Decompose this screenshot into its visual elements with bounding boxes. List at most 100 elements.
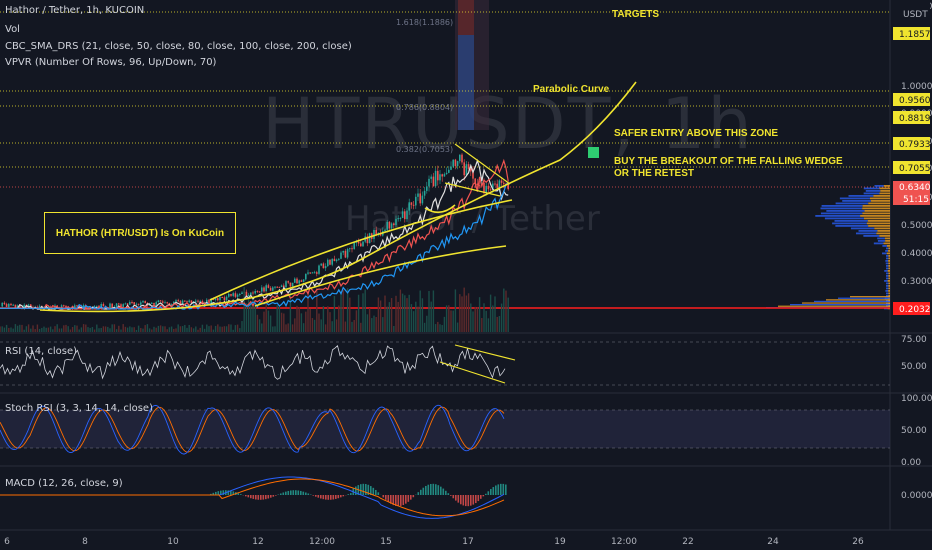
candle-body [265,285,267,292]
macd-histogram-bar [485,493,487,495]
macd-label: MACD (12, 26, close, 9) [5,478,123,489]
vpvr-bar-up [850,227,875,230]
macd-histogram-bar [362,483,365,495]
macd-histogram-bar [265,495,267,500]
macd-histogram-bar [500,483,502,495]
candle-body [250,292,252,295]
vpvr-bar-down [888,267,890,270]
volume-bar [203,328,206,332]
candle-body [232,293,234,296]
vpvr-bar-up [886,287,889,290]
candle-body [476,183,479,186]
candle-body [214,298,217,300]
fib-zone-blue [458,35,474,130]
volume-bar [404,295,406,332]
vpvr-bar-up [877,237,885,240]
vpvr-bar-down [869,197,890,200]
candle-body [74,305,76,309]
volume-bar [133,327,135,332]
volume-bar [201,324,204,332]
volume-bar [470,303,472,332]
macd-histogram-bar [267,495,270,499]
macd-histogram-bar [312,495,315,496]
cup-arc [424,204,456,214]
macd-histogram-bar [272,495,275,497]
volume-bar [481,318,483,332]
stoch-d-line [0,406,505,453]
volume-bar [192,328,195,332]
candle-body [320,263,322,266]
macd-histogram-bar [492,487,495,495]
vpvr-bar-base [850,296,890,298]
candle-body [144,301,146,304]
vpvr-bar-down [888,295,890,297]
volume-bar [258,319,261,332]
vpvr-bar-up [886,267,889,270]
volume-bar [331,321,333,332]
volume-bar [476,307,479,332]
time-axis-tick: 17 [462,537,473,547]
vpvr-bar-down [887,280,890,282]
candle-body [254,290,256,294]
time-axis-tick: 8 [82,537,88,547]
volume-bar [311,318,314,332]
volume-bar [487,318,490,332]
volume-bar [113,324,116,332]
macd-histogram-bar [477,495,480,502]
candle-body [151,302,153,304]
candle-body [221,297,223,299]
volume-bar [474,306,476,332]
volume-bar [320,319,322,332]
candle-body [294,278,296,283]
target-price-label: 1.1857 [899,30,931,40]
macd-histogram-bar [230,490,232,495]
volume-bar [137,325,140,332]
candle-body [65,305,67,309]
candle-body [102,304,105,307]
candle-body [434,170,437,187]
candle-body [483,182,485,194]
macd-histogram-bar [417,492,420,495]
volume-bar [52,329,54,332]
volume-bar [333,295,336,332]
volume-bar [195,326,197,332]
vpvr-bar-down [888,250,890,252]
fib-zone-red [458,0,474,35]
volume-bar [393,325,395,332]
volume-bar [505,290,507,332]
macd-histogram-bar [400,495,402,506]
volume-bar [395,295,397,332]
volume-bar [274,326,276,332]
candle-body [287,281,289,283]
candle-body [390,223,393,229]
vpvr-bar-down [874,227,890,230]
candle-body [496,183,498,188]
macd-histogram-bar [502,483,505,495]
candle-body [153,302,155,305]
price-axis-tick: 0.3000 [901,277,932,287]
volume-bar [181,326,184,332]
candle-body [417,193,419,197]
volume-bar [0,326,1,332]
macd-histogram-bar [430,483,432,495]
volume-bar [100,327,102,332]
candle-body [307,272,309,274]
vpvr-bar-up [865,190,881,192]
volume-bar [155,327,157,332]
macd-histogram-bar [387,495,390,502]
macd-histogram-bar [375,489,377,495]
macd-histogram-bar [432,483,435,495]
macd-histogram-bar [322,495,325,500]
macd-histogram-bar [250,495,252,499]
candle-body [289,282,292,287]
parabolic-curve [39,81,637,313]
target-price-label: 0.7055 [899,164,931,174]
volume-bar [241,321,243,332]
vpvr-bar-up [835,225,869,227]
stoch-rsi-label: Stoch RSI (3, 3, 14, 14, close) [5,403,153,414]
volume-bar [366,314,369,332]
volume-bar [69,329,72,332]
candle-body [142,301,144,303]
candle-body [302,279,305,282]
